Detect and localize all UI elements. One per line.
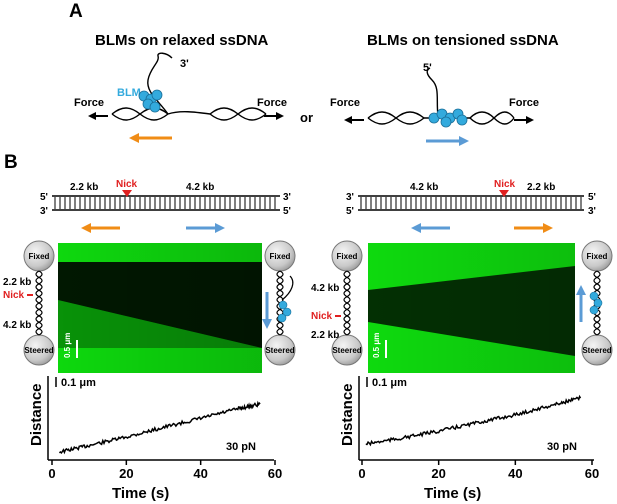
right-scalebar-label: 0.5 μm — [372, 333, 381, 358]
right-plot-trace — [365, 394, 582, 447]
panel-b-label: B — [4, 152, 18, 173]
right-kymograph — [368, 243, 575, 373]
left-tether-bottom-label: 4.2 kb — [3, 320, 31, 331]
left-bead-fixed: Fixed — [29, 252, 50, 261]
left-plot-ylabel: Distance — [28, 383, 45, 446]
blm-proteins-relaxed — [138, 89, 163, 113]
blm-proteins-tensioned — [428, 108, 468, 128]
blm-label: BLM — [117, 87, 141, 99]
left-segment-short: 2.2 kb — [70, 182, 98, 193]
right-dna-5prime-top: 5' — [588, 192, 596, 203]
left-plot-xtick-label: 40 — [193, 466, 207, 481]
left-nick-marker — [122, 190, 132, 197]
right-nick-label: Nick — [494, 179, 516, 190]
right-plot-xtick-label: 40 — [508, 466, 522, 481]
left-bead-steered: Steered — [24, 346, 53, 355]
right-nick-marker — [499, 190, 509, 197]
left-tether-nick-label: Nick — [3, 290, 25, 301]
panel-a-left-force-right: Force — [257, 97, 287, 109]
panel-a-left-title: BLMs on relaxed ssDNA — [95, 32, 269, 49]
right-plot-scale-label: 0.1 μm — [372, 377, 407, 389]
left-segment-long: 4.2 kb — [186, 182, 214, 193]
right-kymo-bead-steered: Steered — [582, 346, 611, 355]
panel-a-right-end-label: 5' — [423, 62, 432, 74]
right-plot-force: 30 pN — [547, 441, 577, 453]
panel-a-left-force-left: Force — [74, 97, 104, 109]
right-duplex — [358, 195, 584, 211]
left-kymo-bead-steered: Steered — [265, 346, 294, 355]
right-bead-steered: Steered — [332, 346, 361, 355]
right-plot-ylabel: Distance — [339, 383, 356, 446]
left-kymo-bead-fixed: Fixed — [270, 252, 291, 261]
right-plot-xlabel: Time (s) — [424, 485, 481, 502]
right-tether — [331, 240, 363, 366]
right-tether-top-label: 4.2 kb — [311, 283, 339, 294]
panel-a-right-force-left: Force — [330, 97, 360, 109]
right-plot-xtick-label: 0 — [358, 466, 365, 481]
left-dna-3prime-bottom: 3' — [40, 206, 48, 217]
left-scalebar-label: 0.5 μm — [63, 333, 72, 358]
left-plot-xlabel: Time (s) — [112, 485, 169, 502]
left-dna-5prime-bottom: 5' — [283, 206, 291, 217]
right-dna-5prime-bottom: 5' — [346, 206, 354, 217]
panel-a-right-force-right: Force — [509, 97, 539, 109]
right-kymo-side-schematic — [576, 240, 613, 366]
right-segment-short: 2.2 kb — [527, 182, 555, 193]
right-dna-3prime-top: 3' — [346, 192, 354, 203]
left-plot-scale-label: 0.1 μm — [61, 377, 96, 389]
left-plot-force: 30 pN — [226, 441, 256, 453]
panel-a-left-end-label: 3' — [180, 58, 189, 70]
left-plot-xtick-label: 60 — [268, 466, 282, 481]
right-plot: 0 20 40 60 — [358, 376, 599, 481]
left-duplex — [52, 195, 280, 211]
left-tether — [23, 240, 55, 366]
left-nick-label: Nick — [116, 179, 138, 190]
left-kymo-side-schematic — [262, 240, 296, 366]
right-plot-xtick-label: 60 — [585, 466, 599, 481]
right-tether-bottom-label: 2.2 kb — [311, 330, 339, 341]
left-plot-trace — [58, 400, 261, 455]
left-dna-5prime-top: 5' — [40, 192, 48, 203]
or-label: or — [300, 110, 313, 125]
right-plot-xtick-label: 20 — [431, 466, 445, 481]
right-dna-3prime-bottom: 3' — [588, 206, 596, 217]
right-tether-nick-label: Nick — [311, 311, 333, 322]
right-segment-long: 4.2 kb — [410, 182, 438, 193]
left-plot: 0 20 40 60 — [47, 376, 282, 481]
right-kymo-bead-fixed: Fixed — [587, 252, 608, 261]
panel-a-right-title: BLMs on tensioned ssDNA — [367, 32, 559, 49]
left-plot-xtick-label: 20 — [119, 466, 133, 481]
right-bead-fixed: Fixed — [337, 252, 358, 261]
left-kymograph — [58, 243, 262, 373]
left-plot-xtick-label: 0 — [48, 466, 55, 481]
left-tether-top-label: 2.2 kb — [3, 277, 31, 288]
panel-a-label: A — [69, 1, 83, 22]
left-dna-3prime-top: 3' — [283, 192, 291, 203]
